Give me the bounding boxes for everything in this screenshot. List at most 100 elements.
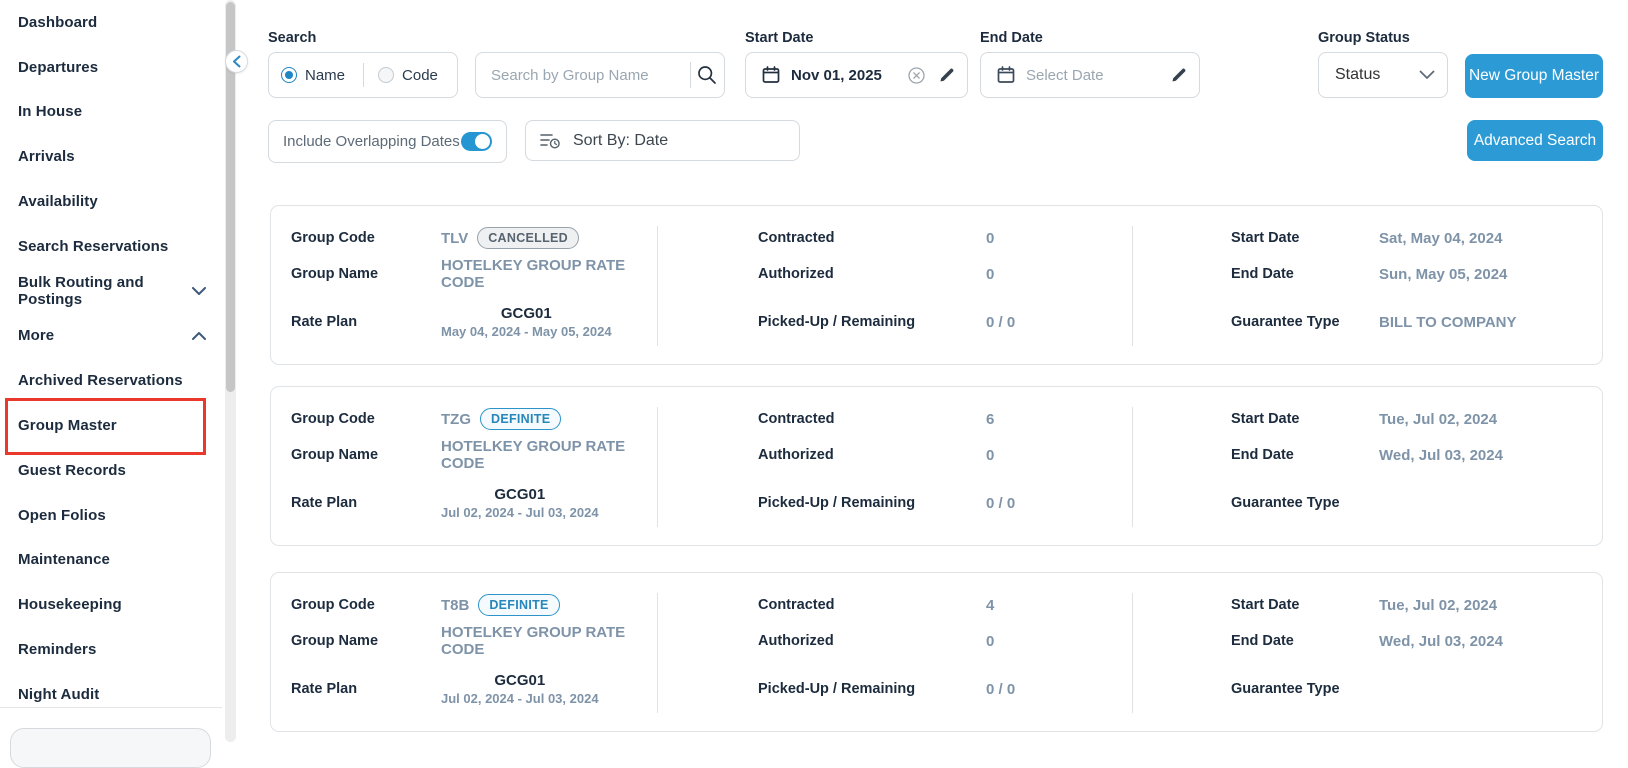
start-date-value: Nov 01, 2025 bbox=[791, 66, 882, 84]
card-column-divider bbox=[657, 226, 658, 346]
chevron-down-icon bbox=[1419, 70, 1435, 80]
card-start-date-value: Sat, May 04, 2024 bbox=[1379, 229, 1503, 247]
search-input[interactable] bbox=[476, 53, 690, 97]
group-code-label: Group Code bbox=[291, 597, 375, 613]
sidebar-item-label: In House bbox=[18, 103, 83, 121]
rate-plan-code: GCG01 bbox=[494, 486, 546, 503]
card-column-divider bbox=[657, 407, 658, 527]
card-column-divider bbox=[1132, 407, 1133, 527]
edit-date-icon[interactable] bbox=[939, 67, 955, 83]
guarantee-type-value: BILL TO COMPANY bbox=[1379, 313, 1517, 331]
card-column-divider bbox=[657, 593, 658, 713]
sidebar-item-label: Archived Reservations bbox=[18, 372, 183, 390]
status-badge: CANCELLED bbox=[477, 227, 579, 249]
status-badge: DEFINITE bbox=[480, 408, 562, 430]
radio-code-label: Code bbox=[402, 66, 438, 84]
sidebar-item-more[interactable]: More bbox=[0, 314, 222, 359]
sidebar-item-availability[interactable]: Availability bbox=[0, 179, 222, 224]
contracted-value: 6 bbox=[986, 410, 995, 428]
sort-by-button[interactable]: Sort By: Date bbox=[525, 120, 800, 161]
card-column-divider bbox=[1132, 593, 1133, 713]
end-date-placeholder: Select Date bbox=[1026, 66, 1104, 84]
calendar-icon bbox=[762, 66, 780, 84]
sidebar-item-reminders[interactable]: Reminders bbox=[0, 627, 222, 672]
picked-up-remaining-value: 0 / 0 bbox=[986, 680, 1016, 698]
sidebar-item-housekeeping[interactable]: Housekeeping bbox=[0, 582, 222, 627]
sort-by-label: Sort By: Date bbox=[573, 131, 669, 149]
sidebar-bottom-button[interactable] bbox=[10, 728, 211, 768]
sidebar-item-label: Open Folios bbox=[18, 506, 106, 524]
contracted-value: 4 bbox=[986, 596, 995, 614]
card-column-divider bbox=[1132, 226, 1133, 346]
card-left-column: Group Code TLV CANCELLED Group Name HOTEL… bbox=[271, 206, 657, 364]
picked-up-remaining-value: 0 / 0 bbox=[986, 494, 1016, 512]
search-button[interactable] bbox=[691, 65, 724, 85]
sidebar-item-arrivals[interactable]: Arrivals bbox=[0, 134, 222, 179]
sidebar-item-departures[interactable]: Departures bbox=[0, 45, 222, 90]
new-group-master-button[interactable]: New Group Master bbox=[1465, 54, 1603, 98]
search-section-label: Search bbox=[268, 30, 317, 46]
sidebar-item-bulk-routing[interactable]: Bulk Routing and Postings bbox=[0, 269, 222, 314]
radio-option-code[interactable]: Code bbox=[378, 67, 438, 84]
sidebar-item-label: Availability bbox=[18, 193, 98, 211]
advanced-search-button[interactable]: Advanced Search bbox=[1467, 120, 1603, 161]
guarantee-type-label: Guarantee Type bbox=[1231, 681, 1340, 697]
rate-plan-label: Rate Plan bbox=[291, 681, 358, 697]
group-name-label: Group Name bbox=[291, 266, 379, 282]
sidebar-item-label: Search Reservations bbox=[18, 237, 169, 255]
chevron-up-icon bbox=[192, 331, 206, 341]
card-middle-column: Contracted 6 Authorized 0 Picked-Up / Rema… bbox=[658, 387, 1132, 545]
card-start-date-label: Start Date bbox=[1231, 597, 1300, 613]
start-date-field[interactable]: Nov 01, 2025 bbox=[745, 52, 968, 98]
radio-option-name[interactable]: Name bbox=[281, 67, 345, 84]
sidebar-item-maintenance[interactable]: Maintenance bbox=[0, 538, 222, 583]
edit-date-icon[interactable] bbox=[1171, 67, 1187, 83]
include-overlapping-toggle[interactable] bbox=[461, 132, 492, 151]
group-name-value: HOTELKEY GROUP RATE CODE bbox=[441, 438, 626, 472]
sidebar-nav: Dashboard Departures In House Arrivals A… bbox=[0, 0, 222, 717]
group-card[interactable]: Group Code T8B DEFINITE Group Name HOTELK… bbox=[270, 572, 1603, 732]
group-code-value: TLV bbox=[441, 229, 469, 247]
sidebar-item-in-house[interactable]: In House bbox=[0, 90, 222, 135]
guarantee-type-label: Guarantee Type bbox=[1231, 314, 1340, 330]
sidebar-item-label: Departures bbox=[18, 58, 99, 76]
card-right-column: Start Date Tue, Jul 02, 2024 End Date Wed,… bbox=[1133, 387, 1602, 545]
sidebar-item-label: Dashboard bbox=[18, 13, 98, 31]
sidebar-item-dashboard[interactable]: Dashboard bbox=[0, 0, 222, 45]
sidebar-item-night-audit[interactable]: Night Audit bbox=[0, 672, 222, 717]
end-date-field[interactable]: Select Date bbox=[980, 52, 1200, 98]
rate-plan-dates: May 04, 2024 - May 05, 2024 bbox=[441, 324, 612, 339]
clear-date-icon[interactable] bbox=[908, 66, 925, 84]
rate-plan-code: GCG01 bbox=[494, 672, 546, 689]
group-card[interactable]: Group Code TLV CANCELLED Group Name HOTEL… bbox=[270, 205, 1603, 365]
radio-divider bbox=[363, 63, 365, 87]
radio-selected-icon bbox=[281, 67, 297, 83]
sidebar-item-open-folios[interactable]: Open Folios bbox=[0, 493, 222, 538]
sidebar-bottom-divider bbox=[0, 707, 222, 708]
group-status-label: Group Status bbox=[1318, 30, 1410, 46]
card-end-date-value: Wed, Jul 03, 2024 bbox=[1379, 632, 1503, 650]
calendar-icon bbox=[997, 66, 1015, 84]
sidebar-item-label: Group Master bbox=[18, 417, 117, 435]
group-status-select[interactable]: Status bbox=[1318, 52, 1448, 98]
sidebar-item-search-reservations[interactable]: Search Reservations bbox=[0, 224, 222, 269]
include-overlapping-dates-control: Include Overlapping Dates bbox=[268, 120, 507, 163]
group-card[interactable]: Group Code TZG DEFINITE Group Name HOTELK… bbox=[270, 386, 1603, 546]
card-left-column: Group Code T8B DEFINITE Group Name HOTELK… bbox=[271, 573, 657, 731]
radio-name-label: Name bbox=[305, 66, 346, 84]
sidebar-collapse-button[interactable] bbox=[225, 50, 248, 73]
card-end-date-label: End Date bbox=[1231, 447, 1294, 463]
sidebar-scrollbar[interactable] bbox=[225, 0, 236, 742]
scrollbar-thumb[interactable] bbox=[226, 2, 235, 392]
card-right-column: Start Date Tue, Jul 02, 2024 End Date Wed,… bbox=[1133, 573, 1602, 731]
status-badge: DEFINITE bbox=[478, 594, 560, 616]
sidebar-item-label: Night Audit bbox=[18, 685, 100, 703]
picked-up-remaining-label: Picked-Up / Remaining bbox=[758, 495, 916, 511]
sidebar-item-guest-records[interactable]: Guest Records bbox=[0, 448, 222, 493]
sidebar-item-archived-reservations[interactable]: Archived Reservations bbox=[0, 358, 222, 403]
card-start-date-value: Tue, Jul 02, 2024 bbox=[1379, 596, 1498, 614]
card-end-date-value: Wed, Jul 03, 2024 bbox=[1379, 446, 1503, 464]
sidebar-item-group-master[interactable]: Group Master bbox=[0, 403, 222, 448]
sidebar-item-label: Maintenance bbox=[18, 551, 110, 569]
picked-up-remaining-label: Picked-Up / Remaining bbox=[758, 681, 916, 697]
